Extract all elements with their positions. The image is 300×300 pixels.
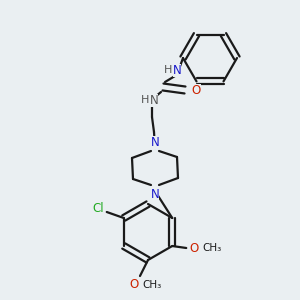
Text: Cl: Cl (92, 202, 103, 214)
Text: N: N (151, 136, 159, 148)
Text: H: H (141, 95, 149, 105)
Text: N: N (150, 94, 158, 106)
Text: H: H (164, 65, 172, 75)
Text: O: O (190, 242, 199, 254)
Text: N: N (172, 64, 182, 76)
Text: O: O (129, 278, 139, 292)
Text: N: N (151, 188, 159, 200)
Text: CH₃: CH₃ (142, 280, 162, 290)
Text: CH₃: CH₃ (202, 243, 222, 253)
Text: O: O (191, 83, 201, 97)
